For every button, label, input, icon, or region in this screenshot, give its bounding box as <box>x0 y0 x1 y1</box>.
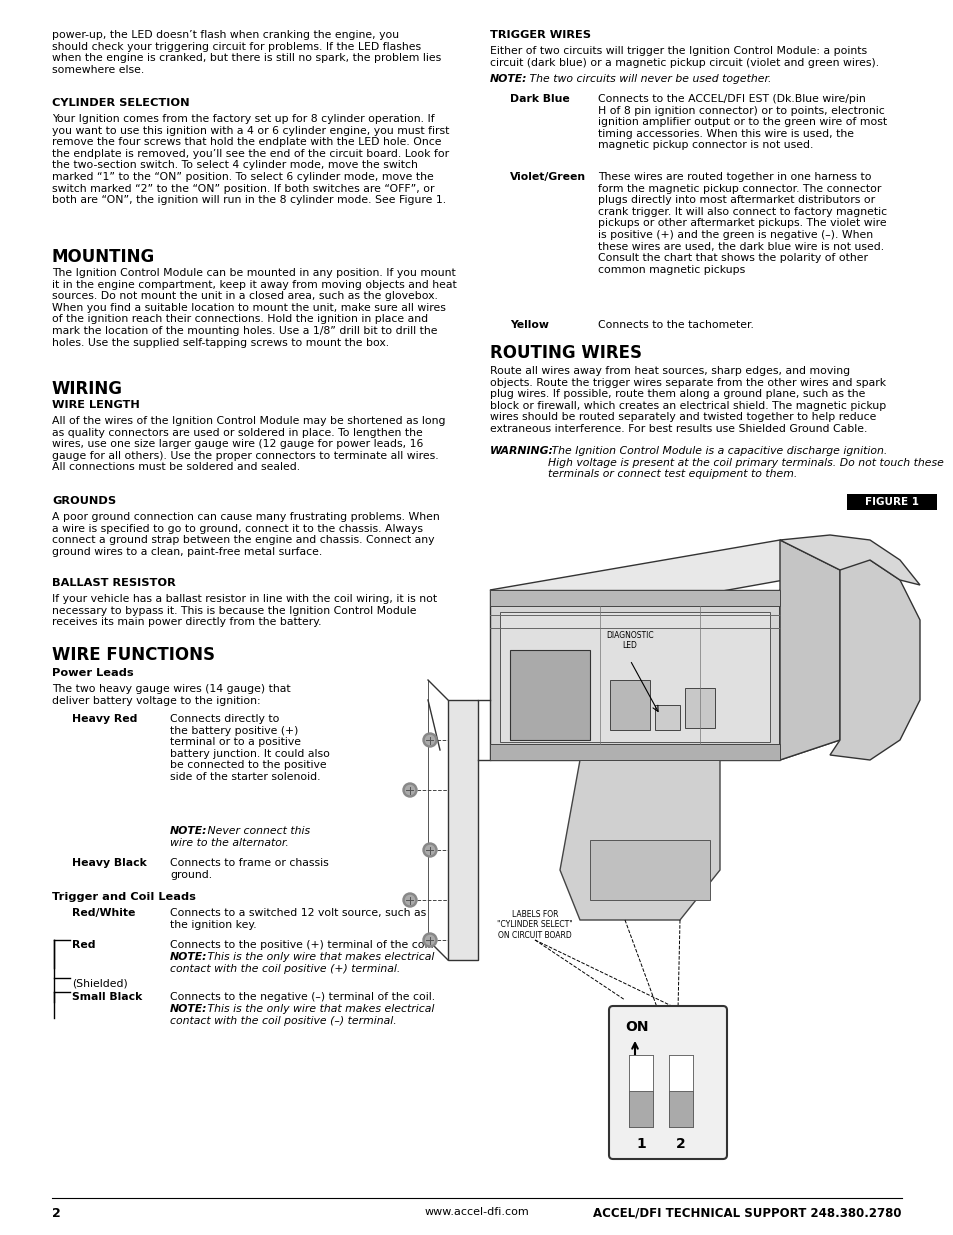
Polygon shape <box>490 590 780 606</box>
Polygon shape <box>490 590 780 760</box>
Text: NOTE:: NOTE: <box>170 1004 208 1014</box>
Text: The two heavy gauge wires (14 gauge) that
deliver battery voltage to the ignitio: The two heavy gauge wires (14 gauge) tha… <box>52 684 291 705</box>
Text: Connects to a switched 12 volt source, such as
the ignition key.: Connects to a switched 12 volt source, s… <box>170 908 426 930</box>
Text: Dark Blue: Dark Blue <box>510 94 569 104</box>
Text: 2: 2 <box>676 1137 685 1151</box>
FancyBboxPatch shape <box>608 1007 726 1158</box>
Text: WIRE FUNCTIONS: WIRE FUNCTIONS <box>52 646 214 664</box>
Text: Red/White: Red/White <box>71 908 135 918</box>
Text: (Shielded): (Shielded) <box>71 978 128 988</box>
Text: power-up, the LED doesn’t flash when cranking the engine, you
should check your : power-up, the LED doesn’t flash when cra… <box>52 30 441 75</box>
Bar <box>609 680 649 730</box>
Bar <box>628 1055 652 1091</box>
Polygon shape <box>559 760 720 920</box>
Polygon shape <box>829 555 919 760</box>
Polygon shape <box>490 540 840 620</box>
Polygon shape <box>780 571 840 760</box>
Text: ON: ON <box>624 1020 648 1034</box>
Text: wire to the alternator.: wire to the alternator. <box>170 839 289 848</box>
Text: 1: 1 <box>636 1137 645 1151</box>
Text: Either of two circuits will trigger the Ignition Control Module: a points
circui: Either of two circuits will trigger the … <box>490 46 879 68</box>
Text: DIAGNOSTIC
LED: DIAGNOSTIC LED <box>605 631 653 650</box>
Text: contact with the coil positive (+) terminal.: contact with the coil positive (+) termi… <box>170 965 400 974</box>
Text: This is the only wire that makes electrical: This is the only wire that makes electri… <box>204 1004 434 1014</box>
Circle shape <box>422 932 436 947</box>
Text: Never connect this: Never connect this <box>204 826 310 836</box>
Text: Your Ignition comes from the factory set up for 8 cylinder operation. If
you wan: Your Ignition comes from the factory set… <box>52 114 449 205</box>
Text: The Ignition Control Module can be mounted in any position. If you mount
it in t: The Ignition Control Module can be mount… <box>52 268 456 347</box>
Circle shape <box>425 935 435 945</box>
Text: LABELS FOR
"CYLINDER SELECT"
ON CIRCUIT BOARD: LABELS FOR "CYLINDER SELECT" ON CIRCUIT … <box>497 910 572 940</box>
Bar <box>684 688 714 727</box>
Text: NOTE:: NOTE: <box>170 952 208 962</box>
Bar <box>628 1055 652 1128</box>
Bar <box>668 1055 692 1128</box>
Text: ROUTING WIRES: ROUTING WIRES <box>490 345 641 362</box>
Text: contact with the coil positive (–) terminal.: contact with the coil positive (–) termi… <box>170 1016 396 1026</box>
Text: Small Black: Small Black <box>71 992 142 1002</box>
Text: Connects to frame or chassis
ground.: Connects to frame or chassis ground. <box>170 858 329 879</box>
Bar <box>589 840 709 900</box>
FancyBboxPatch shape <box>846 494 936 510</box>
Text: Connects to the negative (–) terminal of the coil.: Connects to the negative (–) terminal of… <box>170 992 435 1002</box>
Text: The Ignition Control Module is a capacitive discharge ignition.
High voltage is : The Ignition Control Module is a capacit… <box>547 446 943 479</box>
Text: A poor ground connection can cause many frustrating problems. When
a wire is spe: A poor ground connection can cause many … <box>52 513 439 557</box>
Text: Route all wires away from heat sources, sharp edges, and moving
objects. Route t: Route all wires away from heat sources, … <box>490 366 885 433</box>
Text: Violet/Green: Violet/Green <box>510 172 585 182</box>
Text: The two circuits will never be used together.: The two circuits will never be used toge… <box>525 74 771 84</box>
Text: WIRE LENGTH: WIRE LENGTH <box>52 400 139 410</box>
Text: NOTE:: NOTE: <box>490 74 527 84</box>
Polygon shape <box>448 700 477 960</box>
Text: TRIGGER WIRES: TRIGGER WIRES <box>490 30 590 40</box>
Circle shape <box>405 895 415 904</box>
Text: Heavy Black: Heavy Black <box>71 858 147 868</box>
Text: BALLAST RESISTOR: BALLAST RESISTOR <box>52 578 175 588</box>
Circle shape <box>425 736 435 745</box>
Circle shape <box>402 893 416 906</box>
Circle shape <box>422 734 436 747</box>
Text: Yellow: Yellow <box>510 320 548 330</box>
Circle shape <box>402 783 416 797</box>
Text: NOTE:: NOTE: <box>170 826 208 836</box>
Bar <box>499 613 769 742</box>
Text: Trigger and Coil Leads: Trigger and Coil Leads <box>52 892 195 902</box>
Circle shape <box>422 844 436 857</box>
Text: Connects to the positive (+) terminal of the coil.: Connects to the positive (+) terminal of… <box>170 940 434 950</box>
Text: Connects directly to
the battery positive (+)
terminal or to a positive
battery : Connects directly to the battery positiv… <box>170 714 330 782</box>
Text: These wires are routed together in one harness to
form the magnetic pickup conne: These wires are routed together in one h… <box>598 172 886 275</box>
Polygon shape <box>780 535 919 585</box>
Bar <box>655 705 679 730</box>
Text: This is the only wire that makes electrical: This is the only wire that makes electri… <box>204 952 434 962</box>
Text: Connects to the ACCEL/DFI EST (Dk.Blue wire/pin
H of 8 pin ignition connector) o: Connects to the ACCEL/DFI EST (Dk.Blue w… <box>598 94 886 151</box>
Text: Red: Red <box>71 940 95 950</box>
Text: GROUNDS: GROUNDS <box>52 496 116 506</box>
Text: MOUNTING: MOUNTING <box>52 248 155 266</box>
Text: CYLINDER SELECTION: CYLINDER SELECTION <box>52 98 190 107</box>
Bar <box>510 650 589 740</box>
Text: WIRING: WIRING <box>52 380 123 398</box>
Bar <box>628 1091 652 1128</box>
Text: All of the wires of the Ignition Control Module may be shortened as long
as qual: All of the wires of the Ignition Control… <box>52 416 445 473</box>
Circle shape <box>425 846 435 855</box>
Text: www.accel-dfi.com: www.accel-dfi.com <box>424 1207 529 1216</box>
Polygon shape <box>780 540 840 760</box>
Text: 2: 2 <box>52 1207 61 1220</box>
Bar <box>668 1055 692 1091</box>
Text: Power Leads: Power Leads <box>52 668 133 678</box>
Circle shape <box>405 785 415 794</box>
Text: ACCEL/DFI TECHNICAL SUPPORT 248.380.2780: ACCEL/DFI TECHNICAL SUPPORT 248.380.2780 <box>593 1207 901 1220</box>
Polygon shape <box>490 743 780 760</box>
Text: Heavy Red: Heavy Red <box>71 714 137 724</box>
Bar <box>668 1091 692 1128</box>
Text: FIGURE 1: FIGURE 1 <box>864 496 918 508</box>
Text: WARNING:: WARNING: <box>490 446 554 456</box>
Text: Connects to the tachometer.: Connects to the tachometer. <box>598 320 753 330</box>
Text: If your vehicle has a ballast resistor in line with the coil wiring, it is not
n: If your vehicle has a ballast resistor i… <box>52 594 436 627</box>
